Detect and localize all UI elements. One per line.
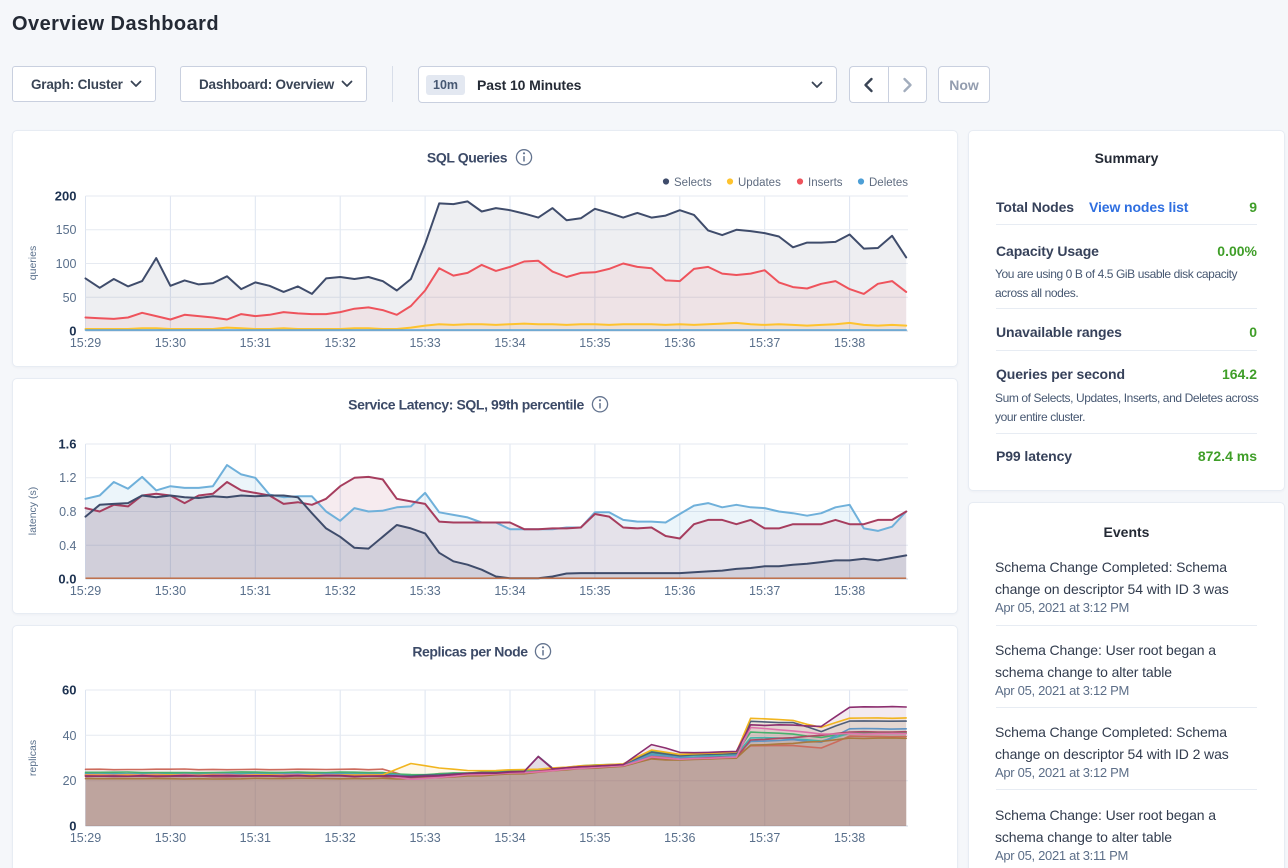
svg-text:15:37: 15:37 (749, 831, 780, 845)
svg-text:Selects: Selects (674, 177, 712, 189)
svg-text:Updates: Updates (738, 177, 781, 189)
svg-text:15:36: 15:36 (664, 584, 695, 598)
svg-text:0.4: 0.4 (59, 539, 76, 553)
svg-text:15:38: 15:38 (834, 336, 865, 350)
svg-text:15:32: 15:32 (325, 831, 356, 845)
svg-text:15:33: 15:33 (409, 336, 440, 350)
svg-text:15:38: 15:38 (834, 831, 865, 845)
svg-text:15:29: 15:29 (70, 831, 101, 845)
svg-text:200: 200 (55, 189, 77, 204)
svg-text:0: 0 (69, 324, 76, 339)
svg-text:1.2: 1.2 (59, 471, 76, 485)
svg-text:Service Latency: SQL, 99th per: Service Latency: SQL, 99th percentile (348, 397, 584, 413)
svg-text:15:35: 15:35 (579, 336, 610, 350)
svg-text:100: 100 (56, 257, 77, 271)
svg-text:15:35: 15:35 (579, 831, 610, 845)
svg-text:60: 60 (62, 683, 76, 698)
svg-text:latency (s): latency (s) (27, 487, 39, 535)
svg-text:15:32: 15:32 (325, 584, 356, 598)
svg-text:15:33: 15:33 (409, 584, 440, 598)
svg-text:20: 20 (63, 774, 77, 788)
svg-text:1.6: 1.6 (58, 437, 76, 452)
svg-text:0.0: 0.0 (58, 572, 76, 587)
svg-text:15:37: 15:37 (749, 584, 780, 598)
svg-text:15:36: 15:36 (664, 336, 695, 350)
svg-text:15:33: 15:33 (409, 831, 440, 845)
svg-text:150: 150 (56, 223, 77, 237)
svg-text:Deletes: Deletes (869, 177, 908, 189)
svg-text:15:30: 15:30 (155, 584, 186, 598)
svg-text:15:35: 15:35 (579, 584, 610, 598)
svg-text:15:32: 15:32 (325, 336, 356, 350)
svg-text:15:38: 15:38 (834, 584, 865, 598)
svg-text:15:29: 15:29 (70, 336, 101, 350)
svg-text:queries: queries (27, 246, 39, 280)
svg-text:0: 0 (69, 819, 76, 834)
svg-text:15:36: 15:36 (664, 831, 695, 845)
svg-text:0.8: 0.8 (59, 505, 76, 519)
svg-text:15:31: 15:31 (240, 336, 271, 350)
svg-text:replicas: replicas (27, 740, 39, 776)
svg-text:15:34: 15:34 (494, 831, 525, 845)
svg-text:15:30: 15:30 (155, 336, 186, 350)
svg-text:Replicas per Node: Replicas per Node (412, 644, 528, 660)
svg-text:Inserts: Inserts (808, 177, 843, 189)
svg-text:40: 40 (63, 729, 77, 743)
svg-text:50: 50 (63, 291, 77, 305)
svg-text:15:29: 15:29 (70, 584, 101, 598)
svg-text:15:34: 15:34 (494, 336, 525, 350)
svg-text:15:31: 15:31 (240, 584, 271, 598)
svg-text:15:31: 15:31 (240, 831, 271, 845)
svg-text:SQL Queries: SQL Queries (427, 150, 508, 166)
svg-text:15:37: 15:37 (749, 336, 780, 350)
svg-text:15:30: 15:30 (155, 831, 186, 845)
svg-text:15:34: 15:34 (494, 584, 525, 598)
